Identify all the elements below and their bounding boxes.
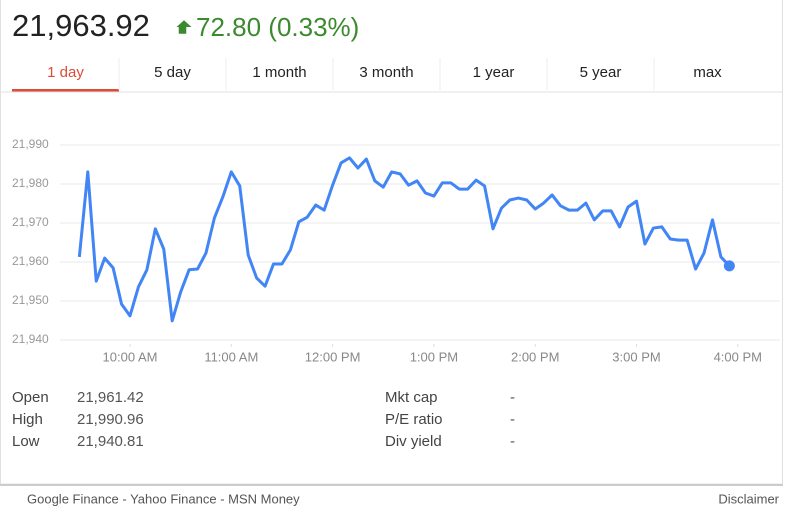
y-tick-label: 21,970	[12, 215, 49, 229]
up-arrow	[176, 20, 192, 34]
stat-value: 21,940.81	[77, 433, 144, 450]
x-tick-label: 3:00 PM	[612, 349, 660, 364]
x-tick-label: 10:00 AM	[103, 349, 158, 364]
y-tick-label: 21,980	[12, 176, 49, 190]
disclaimer-link[interactable]: Disclaimer	[718, 491, 779, 506]
stat-value: -	[510, 433, 515, 450]
stat-label: High	[12, 411, 43, 428]
chart: 21,940 21,950 21,960 21,970 21,980 21,990 10:0…	[12, 137, 780, 364]
tab[interactable]: 1 month	[252, 64, 306, 81]
price-line	[77, 156, 731, 323]
card	[0, 0, 783, 485]
last-point	[723, 260, 735, 272]
stat-value: -	[510, 411, 515, 428]
x-tick-label: 1:00 PM	[410, 349, 458, 364]
stat-value: 21,961.42	[77, 389, 144, 406]
price: 21,963.92	[12, 8, 150, 43]
stat-value: 21,990.96	[77, 411, 144, 428]
tab[interactable]: 1 year	[473, 64, 515, 81]
stat-label: Low	[12, 433, 40, 450]
tab[interactable]: 5 day	[154, 64, 191, 81]
stats: Open 21,961.42 High 21,990.96 Low 21,940.81 Mk…	[12, 389, 515, 450]
y-tick-label: 21,990	[12, 137, 49, 151]
x-tick-label: 12:00 PM	[305, 349, 361, 364]
y-tick-label: 21,940	[12, 332, 49, 346]
x-tick-label: 4:00 PM	[714, 349, 762, 364]
stat-value: -	[510, 389, 515, 406]
tab[interactable]: 1 day	[47, 64, 84, 81]
x-tick-label: 11:00 AM	[204, 349, 258, 364]
active-tab-underline	[12, 89, 119, 92]
tab[interactable]: 5 year	[580, 64, 622, 81]
stat-label: Div yield	[385, 433, 442, 450]
tab[interactable]: max	[693, 64, 722, 81]
y-tick-label: 21,950	[12, 293, 49, 307]
y-tick-label: 21,960	[12, 254, 49, 268]
x-tick-label: 2:00 PM	[511, 349, 559, 364]
stat-label: Open	[12, 389, 49, 406]
tab-bar: 1 day 5 day 1 month 3 month 1 year 5 year max	[12, 58, 722, 92]
tab[interactable]: 3 month	[359, 64, 413, 81]
source-links[interactable]: Google Finance - Yahoo Finance - MSN Mon…	[27, 491, 300, 506]
stat-label: P/E ratio	[385, 411, 443, 428]
stat-label: Mkt cap	[385, 389, 438, 406]
price-change: 72.80 (0.33%)	[196, 12, 359, 42]
